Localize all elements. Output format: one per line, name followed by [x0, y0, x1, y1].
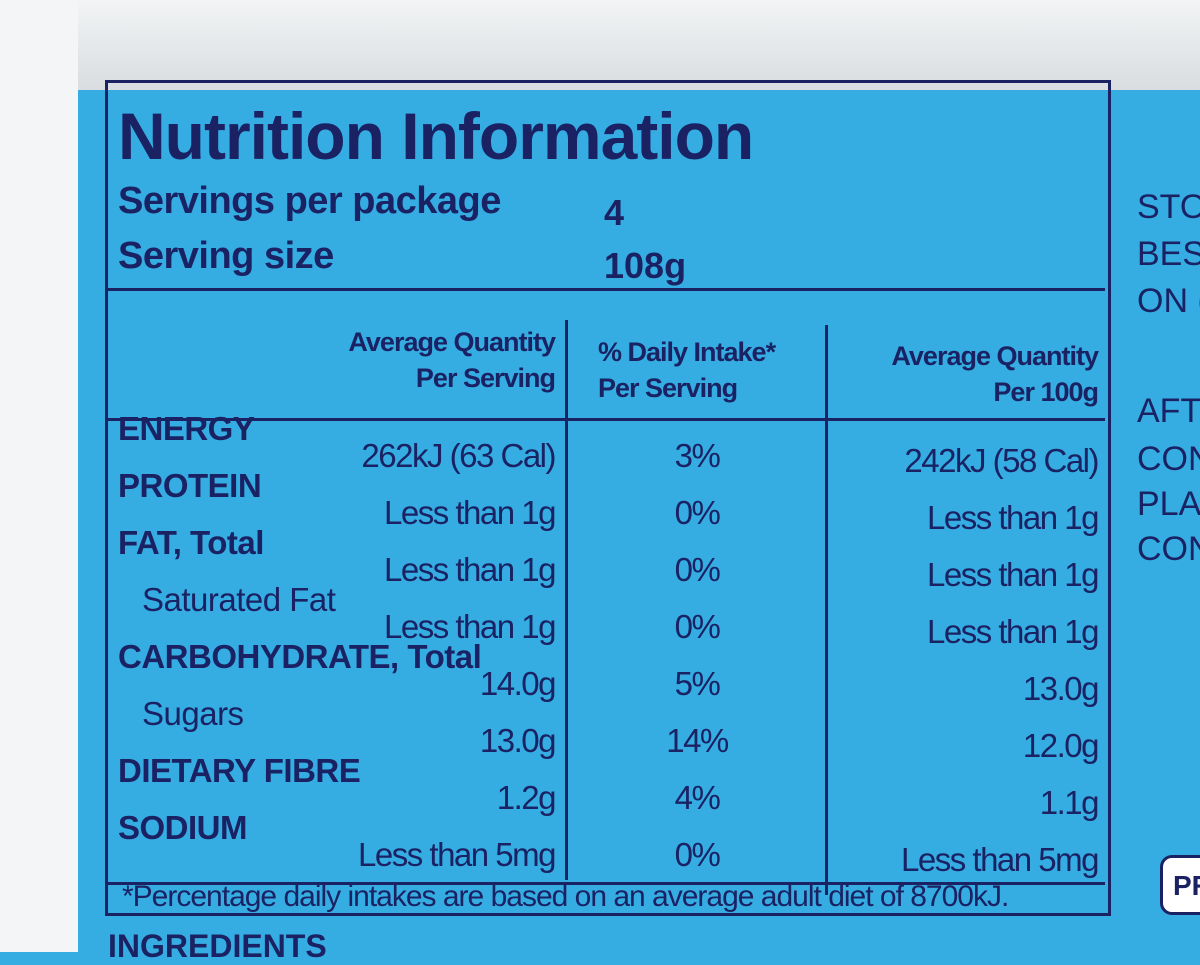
column-header: Average Quantity — [348, 327, 556, 357]
serving-value: 108g — [604, 245, 687, 286]
side-text: BES — [1137, 235, 1200, 273]
nutrient-value: 13.0g — [1022, 670, 1100, 707]
header-line — [108, 418, 1105, 421]
can-edge — [0, 0, 78, 952]
nutrient-value: 0% — [674, 608, 721, 645]
nutrient-value: 14.0g — [479, 665, 557, 702]
nutrient-value: 3% — [674, 437, 721, 474]
col-line — [565, 320, 568, 880]
side-text: PLA — [1137, 485, 1200, 523]
side-text: ON ( — [1137, 282, 1200, 320]
footnote: *Percentage daily intakes are based on a… — [122, 880, 1009, 913]
nutrient-value: 5% — [674, 665, 721, 702]
nutrient-value: 262kJ (63 Cal) — [361, 437, 556, 474]
column-header: Average Quantity — [891, 341, 1099, 371]
serving-label: Serving size — [118, 235, 334, 277]
nutrient-value: 12.0g — [1022, 727, 1100, 764]
nutrient-value: Less than 5mg — [901, 841, 1099, 878]
nutrient-name: PROTEIN — [118, 467, 262, 504]
nutrient-name: SODIUM — [118, 809, 248, 846]
nutrient-value: 0% — [674, 836, 721, 873]
serving-line — [108, 288, 1105, 291]
badge: PR — [1160, 855, 1200, 915]
nutrient-value: Less than 1g — [384, 551, 556, 588]
nutrient-value: Less than 1g — [927, 499, 1099, 536]
nutrient-value: Less than 1g — [384, 494, 556, 531]
nutrient-name: Sugars — [142, 695, 244, 732]
serving-label: Servings per package — [118, 180, 501, 222]
title: Nutrition Information — [118, 99, 754, 173]
nutrient-value: 0% — [674, 494, 721, 531]
side-text: CON — [1137, 530, 1200, 568]
can-top — [0, 0, 1200, 90]
nutrient-value: Less than 1g — [927, 613, 1099, 650]
column-header: Per 100g — [993, 377, 1099, 407]
nutrient-value: 14% — [666, 722, 729, 759]
serving-value: 4 — [604, 192, 625, 233]
nutrient-value: 242kJ (58 Cal) — [904, 442, 1099, 479]
col-line — [825, 325, 828, 895]
nutrient-name: Saturated Fat — [142, 581, 336, 618]
ingredients-heading: INGREDIENTS — [108, 928, 327, 964]
nutrient-value: 1.2g — [496, 779, 557, 816]
nutrient-name: FAT, Total — [118, 524, 264, 561]
foot-line — [108, 882, 1105, 885]
nutrient-value: Less than 1g — [927, 556, 1099, 593]
nutrient-value: 4% — [674, 779, 721, 816]
side-text: AFT — [1137, 392, 1200, 430]
label-box — [105, 80, 1111, 916]
nutrient-value: Less than 1g — [384, 608, 556, 645]
nutrient-value: 0% — [674, 551, 721, 588]
nutrient-value: 1.1g — [1039, 784, 1100, 821]
column-header: Per Serving — [415, 363, 556, 393]
column-header: Per Serving — [598, 373, 738, 403]
nutrient-value: Less than 5mg — [358, 836, 556, 873]
side-text: CON — [1137, 440, 1200, 478]
nutrient-value: 13.0g — [479, 722, 557, 759]
nutrient-name: CARBOHYDRATE, Total — [118, 638, 482, 675]
side-text: STO — [1137, 188, 1200, 226]
nutrient-name: DIETARY FIBRE — [118, 752, 361, 789]
column-header: % Daily Intake* — [598, 337, 776, 367]
nutrient-name: ENERGY — [118, 410, 255, 447]
